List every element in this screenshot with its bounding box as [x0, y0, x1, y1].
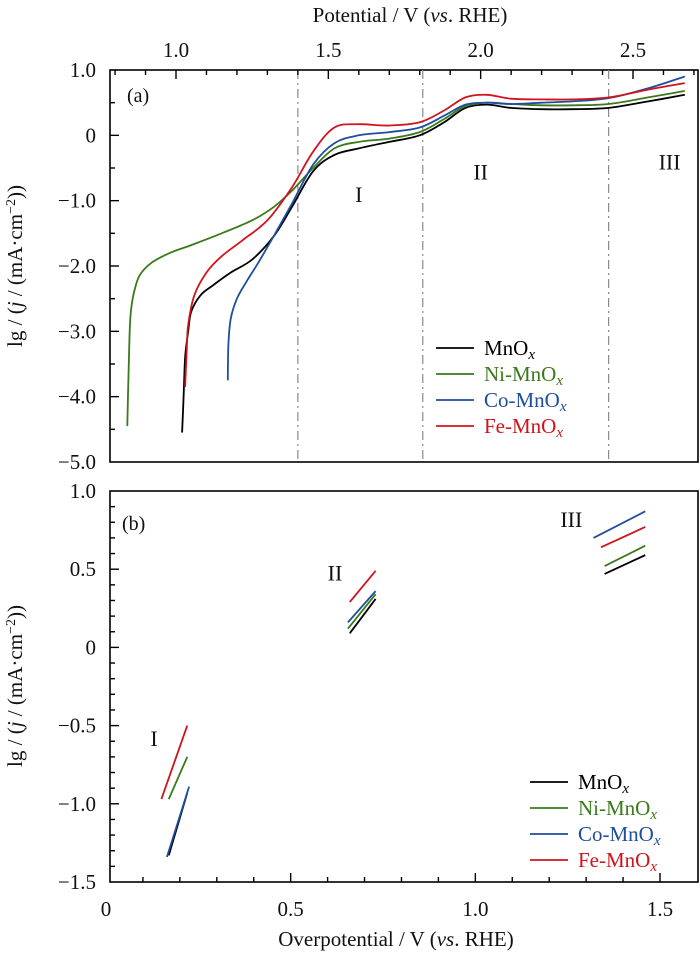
- series-line-fe-mnox: [184, 82, 685, 387]
- y-tick-label: 1.0: [70, 479, 96, 503]
- x-tick-label: 0.5: [278, 897, 304, 921]
- y-tick-label: −1.0: [58, 792, 96, 816]
- panel-a-region-labels: III III: [355, 149, 680, 207]
- legend-label: Fe-MnOx: [484, 414, 563, 441]
- region-label-iii: III: [659, 149, 681, 174]
- y-tick-label: −0.5: [58, 714, 96, 738]
- tafel-line-mnox-region-iii: [604, 554, 646, 575]
- y-tick-label: −1.0: [58, 189, 96, 213]
- x-tick-label: 1.0: [163, 38, 189, 62]
- legend-label: MnOx: [484, 336, 535, 363]
- legend-label: Co-MnOx: [484, 388, 567, 415]
- panel-b-label: (b): [122, 513, 145, 535]
- panel-a-ticks: 1.0 1.5 2.0 2.5 1.0 0 −1.0 −2.0 −3.0 −4.0 −5.0: [58, 38, 695, 474]
- legend-label: MnOx: [578, 770, 629, 797]
- y-tick-label: −2.0: [58, 254, 96, 278]
- region-label-ii: II: [328, 560, 343, 585]
- panel-a-series: [126, 75, 686, 433]
- panel-b-series: [160, 510, 646, 858]
- tafel-line-ni-mnox-region-iii: [604, 544, 646, 567]
- x-tick-label: 0: [101, 897, 112, 921]
- legend-label: Ni-MnOx: [578, 796, 657, 823]
- y-tick-label: 0: [86, 635, 97, 659]
- tafel-line-mnox-region-ii: [349, 598, 377, 634]
- y-tick-label: 1.0: [70, 58, 96, 82]
- panel-b-ticks: 0 0.5 1.0 1.5 1.0 0.5 0 −0.5 −1.0 −1.5: [58, 479, 673, 921]
- region-dividers: [297, 70, 610, 462]
- region-label-iii: III: [560, 507, 582, 532]
- bottom-x-axis-title: Overpotential / V (vs. RHE): [278, 927, 513, 951]
- tafel-line-fe-mnox-region-ii: [349, 570, 377, 603]
- series-line-co-mnox: [226, 75, 686, 381]
- x-tick-label: 2.0: [468, 38, 494, 62]
- x-tick-label: 1.5: [315, 38, 341, 62]
- tafel-line-ni-mnox-region-ii: [347, 593, 377, 630]
- panel-a-y-axis-title: lg / (j / (mA·cm−2)): [3, 185, 27, 347]
- panel-a-frame: [109, 69, 699, 463]
- panel-b-frame: [109, 490, 699, 883]
- panel-b-y-axis-title: lg / (j / (mA·cm−2)): [3, 605, 27, 767]
- legend-label: Co-MnOx: [578, 822, 661, 849]
- region-label-i: I: [150, 726, 157, 751]
- tafel-line-fe-mnox-region-iii: [600, 526, 646, 549]
- legend-label: Ni-MnOx: [484, 362, 563, 389]
- top-x-axis-title: Potential / V (vs. RHE): [313, 3, 508, 27]
- x-tick-label: 1.5: [647, 897, 673, 921]
- tafel-line-co-mnox-region-ii: [347, 590, 377, 623]
- tafel-line-co-mnox-region-i: [166, 786, 190, 858]
- panel-a: 1.0 1.5 2.0 2.51.00−1.0−2.0−3.0−4.0−5.0 III…: [3, 38, 699, 474]
- tafel-line-ni-mnox-region-i: [167, 756, 189, 800]
- x-tick-label: 2.5: [620, 38, 646, 62]
- y-tick-label: −3.0: [58, 319, 96, 343]
- y-tick-label: 0.5: [70, 557, 96, 581]
- region-label-ii: II: [473, 159, 488, 184]
- y-tick-label: −4.0: [58, 385, 96, 409]
- tafel-line-fe-mnox-region-i: [160, 725, 189, 800]
- y-tick-label: 0: [86, 123, 97, 147]
- panel-a-label: (a): [127, 85, 149, 107]
- x-tick-label: 1.0: [462, 897, 488, 921]
- y-tick-label: −5.0: [58, 450, 96, 474]
- y-tick-label: −1.5: [58, 870, 96, 894]
- tafel-line-co-mnox-region-iii: [593, 510, 646, 539]
- legend-label: Fe-MnOx: [578, 848, 657, 875]
- region-label-i: I: [355, 182, 362, 207]
- series-line-ni-mnox: [126, 90, 685, 427]
